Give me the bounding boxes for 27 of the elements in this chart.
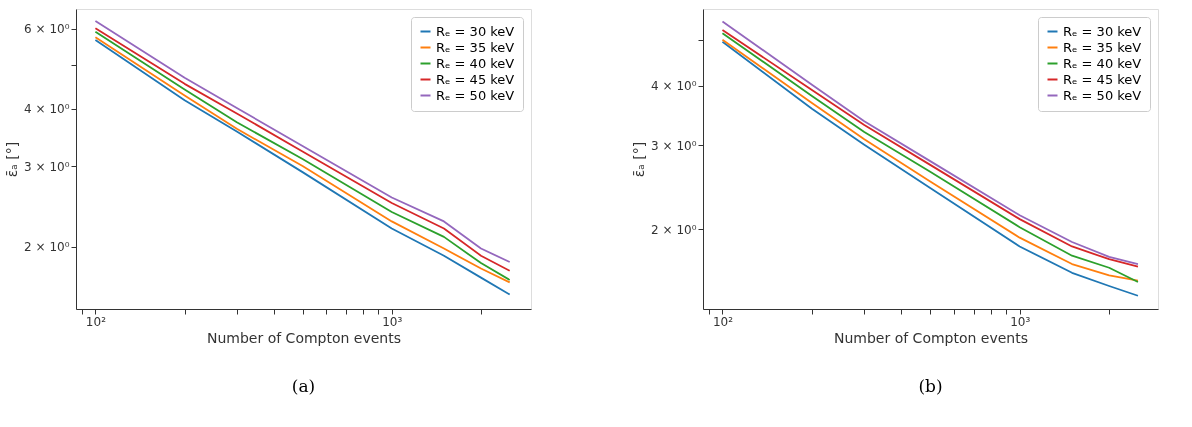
legend-label: Rₑ = 30 keV: [1063, 23, 1142, 39]
x-tick-label: 10²: [712, 314, 734, 329]
y-tick-label: 4 × 10⁰: [651, 79, 697, 94]
y-tick-label: 2 × 10⁰: [24, 240, 70, 255]
legend-label: Rₑ = 40 keV: [436, 55, 515, 71]
legend-label: Rₑ = 35 keV: [436, 39, 515, 55]
x-axis-title: Number of Compton events: [833, 329, 1029, 346]
x-axis-title: Number of Compton events: [206, 329, 402, 346]
text: (b): [918, 376, 943, 396]
legend-label: Rₑ = 45 keV: [436, 71, 515, 87]
legend-label: Rₑ = 50 keV: [1063, 87, 1142, 103]
legend-label: Rₑ = 50 keV: [436, 87, 515, 103]
x-tick-label: 10³: [382, 314, 403, 329]
y-tick-label: 3 × 10⁰: [24, 159, 70, 174]
legend-label: Rₑ = 35 keV: [1063, 39, 1142, 55]
legend-label: Rₑ = 30 keV: [436, 23, 515, 39]
y-tick-label: 3 × 10⁰: [651, 138, 697, 153]
y-axis-title: ε̄ₐ [°]: [631, 141, 648, 178]
legend-label: Rₑ = 45 keV: [1063, 71, 1142, 87]
y-axis-title: ε̄ₐ [°]: [4, 141, 21, 178]
x-tick-label: 10²: [85, 314, 107, 329]
y-tick-label: 6 × 10⁰: [24, 22, 70, 37]
legend-label: Rₑ = 40 keV: [1063, 55, 1142, 71]
x-tick-label: 10³: [1010, 314, 1031, 329]
y-tick-label: 2 × 10⁰: [651, 222, 697, 237]
y-tick-label: 4 × 10⁰: [24, 102, 70, 117]
text: (a): [291, 376, 316, 396]
